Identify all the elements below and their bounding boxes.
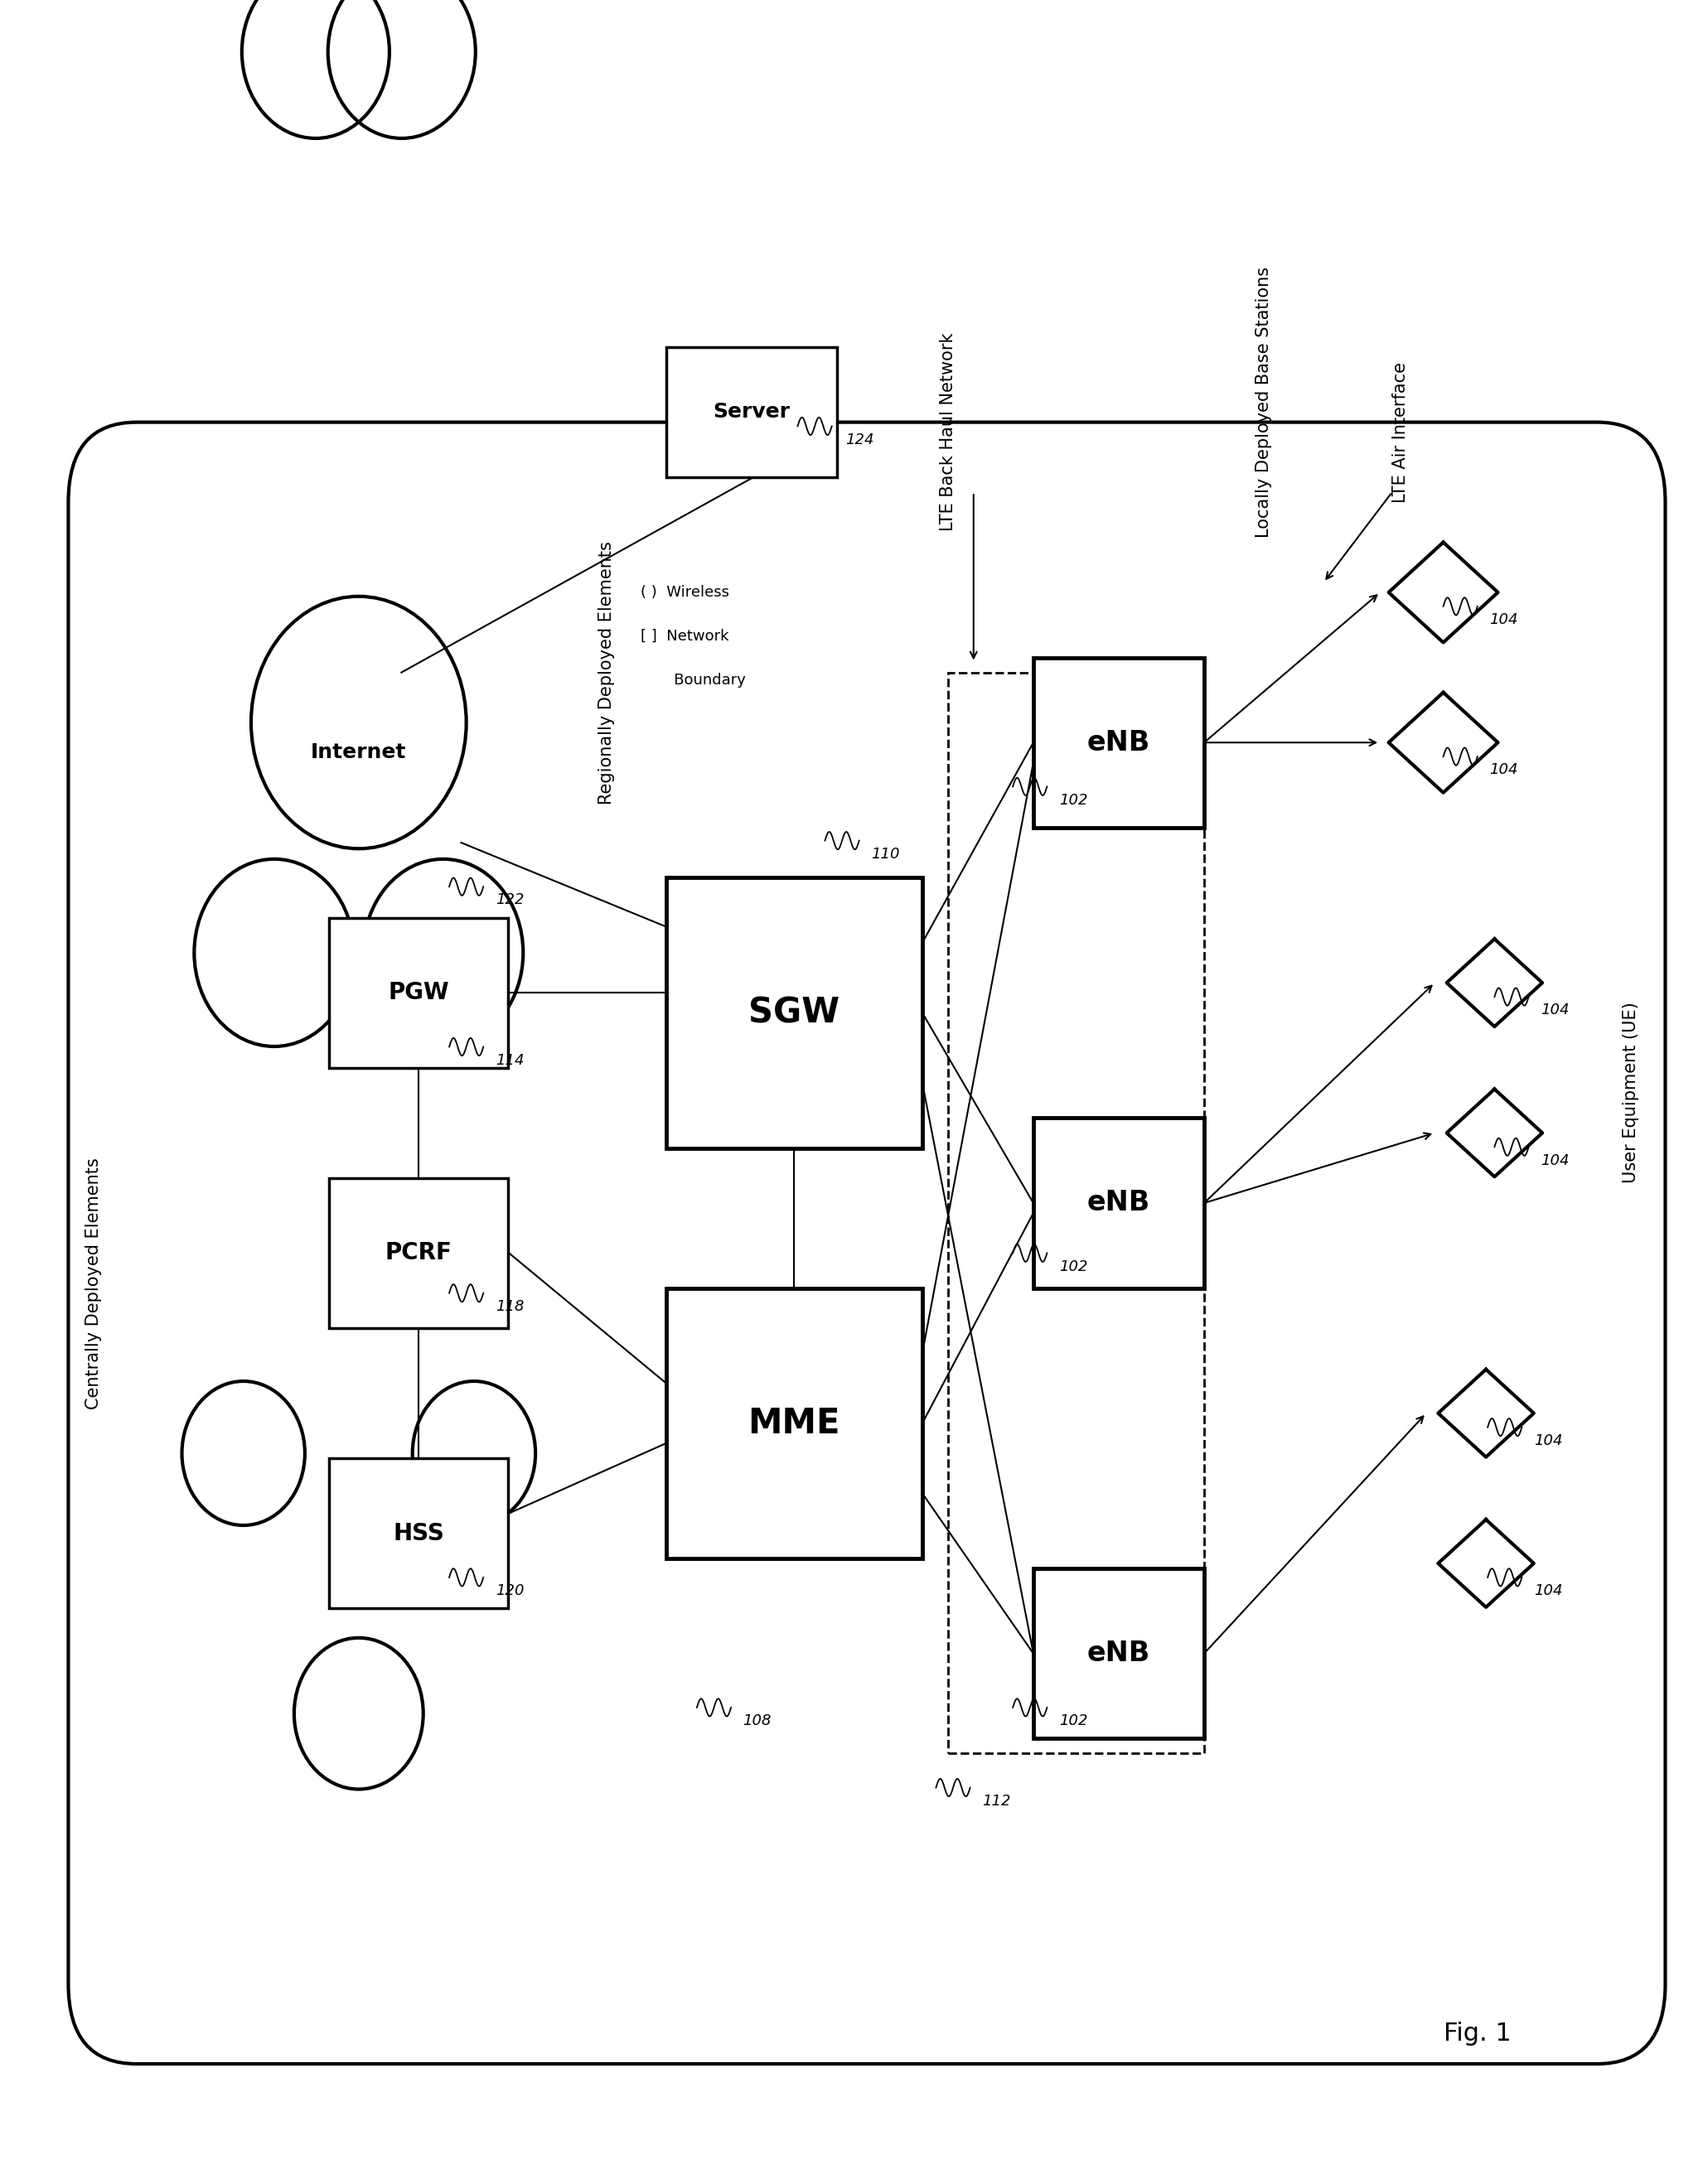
Text: LTE Back Haul Network: LTE Back Haul Network — [939, 332, 956, 531]
Circle shape — [412, 1380, 535, 1524]
Text: 122: 122 — [495, 893, 524, 909]
Circle shape — [243, 0, 389, 138]
Text: eNB: eNB — [1088, 1190, 1149, 1216]
Circle shape — [195, 858, 354, 1046]
Bar — [1033, 1568, 1204, 1738]
Text: 114: 114 — [495, 1053, 524, 1068]
Text: 102: 102 — [1059, 1258, 1088, 1273]
Text: Locally Deployed Base Stations: Locally Deployed Base Stations — [1255, 266, 1272, 537]
Text: PGW: PGW — [388, 981, 449, 1005]
Bar — [1033, 1118, 1204, 1289]
Text: 102: 102 — [1059, 793, 1088, 808]
Text: 104: 104 — [1541, 1002, 1570, 1018]
Text: Centrally Deployed Elements: Centrally Deployed Elements — [85, 1158, 102, 1409]
Bar — [666, 347, 837, 478]
Text: LTE Air Interface: LTE Air Interface — [1392, 363, 1409, 502]
Text: Fig. 1: Fig. 1 — [1443, 2022, 1512, 2046]
Circle shape — [181, 1380, 304, 1524]
Text: 104: 104 — [1489, 612, 1518, 627]
Circle shape — [251, 596, 466, 850]
Text: 104: 104 — [1534, 1433, 1563, 1448]
Text: 112: 112 — [982, 1793, 1011, 1808]
Text: Internet: Internet — [311, 743, 407, 762]
Text: Server: Server — [712, 402, 791, 422]
Circle shape — [364, 858, 523, 1046]
Text: ( )  Wireless: ( ) Wireless — [640, 585, 729, 601]
Text: Boundary: Boundary — [640, 673, 746, 688]
Bar — [328, 1459, 509, 1607]
Text: 104: 104 — [1534, 1583, 1563, 1599]
Text: MME: MME — [748, 1406, 840, 1441]
Text: Regionally Deployed Elements: Regionally Deployed Elements — [598, 542, 615, 804]
Text: eNB: eNB — [1088, 729, 1149, 756]
Text: 124: 124 — [845, 432, 874, 448]
Text: SGW: SGW — [748, 996, 840, 1031]
Text: PCRF: PCRF — [384, 1241, 453, 1265]
Text: 110: 110 — [871, 847, 900, 860]
Text: 102: 102 — [1059, 1714, 1088, 1728]
Text: 120: 120 — [495, 1583, 524, 1599]
Text: 108: 108 — [743, 1714, 772, 1728]
Bar — [666, 878, 922, 1149]
Text: HSS: HSS — [393, 1522, 444, 1544]
Bar — [328, 917, 509, 1068]
Bar — [666, 1289, 922, 1559]
Circle shape — [294, 1638, 424, 1789]
Bar — [1033, 657, 1204, 828]
Bar — [948, 673, 1204, 1754]
Text: 104: 104 — [1541, 1153, 1570, 1168]
Text: [ ]  Network: [ ] Network — [640, 629, 729, 644]
Text: 104: 104 — [1489, 762, 1518, 778]
Bar — [328, 1177, 509, 1328]
Text: eNB: eNB — [1088, 1640, 1149, 1666]
Circle shape — [328, 0, 475, 138]
Text: User Equipment (UE): User Equipment (UE) — [1623, 1002, 1640, 1184]
Text: 118: 118 — [495, 1299, 524, 1315]
